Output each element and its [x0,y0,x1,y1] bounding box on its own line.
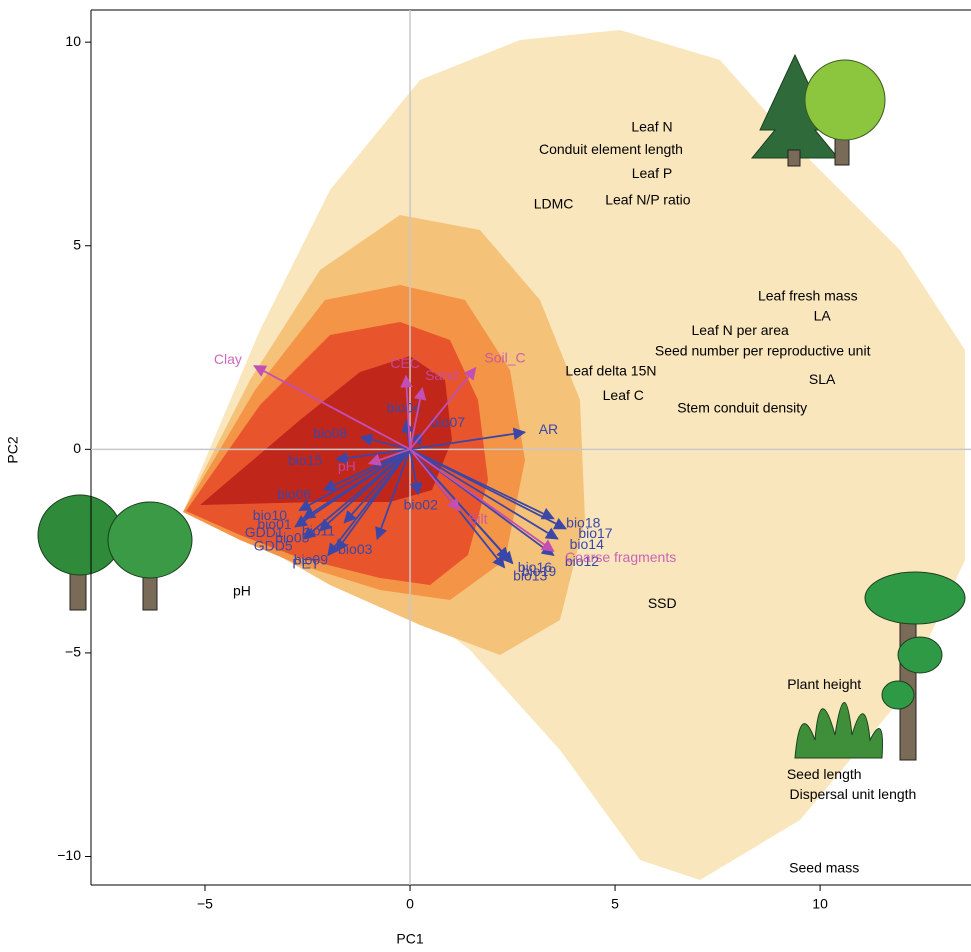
x-tick-label: 5 [611,896,619,912]
arrow-label: GDD5 [254,537,293,553]
arrow-label: bio04 [387,400,421,416]
arrow-label: PET [292,555,320,571]
y-tick-label: 0 [73,440,81,456]
x-tick-label: 0 [406,896,414,912]
crown [805,60,885,140]
trait-label: Seed mass [789,859,859,875]
arrow-label: bio13 [513,567,547,583]
trait-label: Leaf N per area [691,322,788,338]
trait-label: SSD [648,595,677,611]
arrow-label: AR [539,421,558,437]
trait-label: SLA [809,371,836,387]
trait-label: Leaf fresh mass [758,287,858,303]
arrow-label: bio03 [338,541,372,557]
y-tick-label: 10 [65,33,81,49]
trait-label: Dispersal unit length [789,786,916,802]
arrow-label: Soil_C [484,349,525,365]
x-tick-label: −5 [197,896,213,912]
trees-top-right [752,55,885,166]
arrow-label: bio06 [277,486,311,502]
crown [882,681,914,709]
y-axis-title: PC2 [5,436,21,463]
crown [898,637,942,673]
trait-label: LDMC [534,196,574,212]
x-tick-label: 10 [812,896,828,912]
trait-label: Leaf N [631,118,672,134]
arrow-label: Silt [468,510,488,526]
y-tick-label: −5 [65,644,81,660]
page: PC1 PC2 −50510−10−50510ARbio18bio17bio14… [0,0,971,952]
trait-label: LA [814,308,832,324]
arrow-label: bio02 [404,497,438,513]
chart: PC1 PC2 −50510−10−50510ARbio18bio17bio14… [0,0,971,952]
crown [108,502,192,578]
arrow-label: Clay [214,351,242,367]
arrow-label: Coarse fragments [565,549,676,565]
trait-label: Leaf delta 15N [565,363,656,379]
trait-label: Plant height [787,676,861,692]
trait-label: Conduit element length [539,141,683,157]
arrow-label: Sand [425,367,458,383]
x-axis-title: PC1 [396,931,423,947]
trait-label: Leaf C [603,387,644,403]
arrow-label: bio15 [288,452,322,468]
arrow-label: CEC [390,355,420,371]
trait-label: Leaf P [632,165,672,181]
crown [865,572,965,624]
y-tick-label: −10 [57,847,81,863]
trait-label: pH [233,583,251,599]
trait-label: Seed number per reproductive unit [655,342,871,358]
trunk [788,150,800,166]
arrow-label: pH [338,458,356,474]
trait-label: Seed length [787,766,862,782]
tree-left [38,495,192,610]
arrow-label: bio08 [313,425,347,441]
trait-label: Leaf N/P ratio [605,192,691,208]
y-tick-label: 5 [73,236,81,252]
trait-label: Stem conduit density [677,399,807,415]
